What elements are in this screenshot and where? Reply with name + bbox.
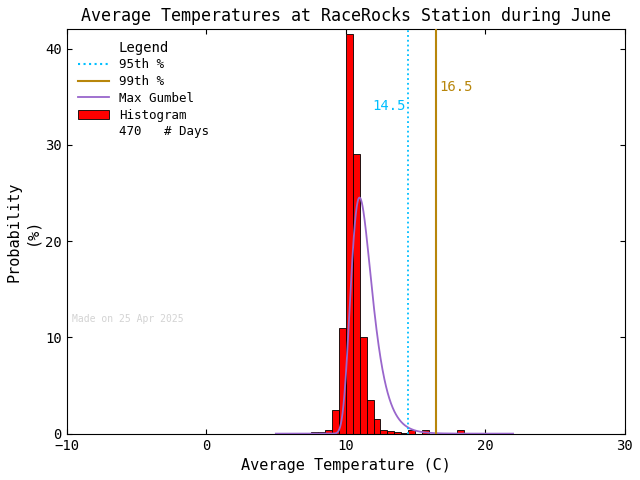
Bar: [332, 409, 339, 433]
Bar: [387, 431, 394, 433]
Y-axis label: Probability
(%): Probability (%): [7, 181, 39, 282]
Title: Average Temperatures at RaceRocks Station during June: Average Temperatures at RaceRocks Statio…: [81, 7, 611, 25]
Bar: [310, 432, 317, 433]
Text: 14.5: 14.5: [372, 99, 406, 113]
Bar: [339, 328, 346, 433]
Text: 16.5: 16.5: [439, 80, 472, 94]
Bar: [394, 432, 401, 433]
Bar: [457, 430, 464, 433]
Bar: [367, 400, 374, 433]
Bar: [353, 155, 360, 433]
Bar: [422, 430, 429, 433]
Bar: [381, 430, 387, 433]
Legend: 95th %, 99th %, Max Gumbel, Histogram, 470   # Days: 95th %, 99th %, Max Gumbel, Histogram, 4…: [73, 36, 214, 143]
Bar: [408, 430, 415, 433]
Bar: [346, 34, 353, 433]
Bar: [324, 430, 332, 433]
Bar: [401, 432, 408, 433]
Bar: [360, 337, 367, 433]
Text: Made on 25 Apr 2025: Made on 25 Apr 2025: [72, 314, 184, 324]
Bar: [374, 419, 381, 433]
Bar: [317, 432, 324, 433]
X-axis label: Average Temperature (C): Average Temperature (C): [241, 458, 451, 473]
